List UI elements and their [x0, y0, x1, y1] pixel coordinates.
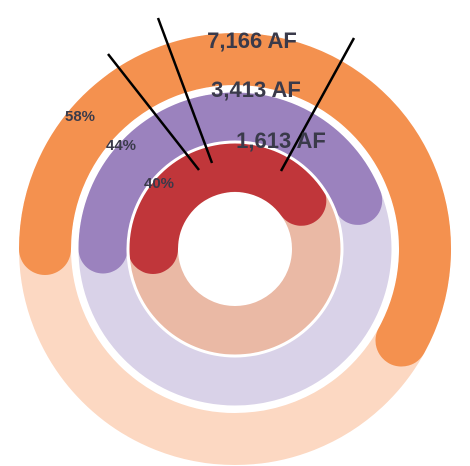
ring-inner-percent-label: 40% — [144, 175, 174, 192]
ring-middle-total-label: 3,413 AF — [211, 77, 301, 102]
ring-inner-total-label: 1,613 AF — [236, 128, 326, 153]
ring-outer-total-label: 7,166 AF — [207, 28, 297, 53]
divider-lines — [107, 17, 356, 172]
divider-line-middle — [156, 17, 214, 164]
ring-inner-filled-arc — [128, 142, 327, 274]
divider-line-right — [279, 37, 356, 172]
ring-fills — [19, 33, 451, 412]
ring-outer-percent-label: 58% — [65, 108, 95, 125]
ring-middle-percent-label: 44% — [106, 137, 136, 154]
ring-separator-2 — [126, 140, 344, 358]
ring-middle-filled-arc — [78, 92, 383, 274]
ring-outer-filled-arc — [19, 33, 451, 367]
divider-line-left — [107, 53, 200, 171]
ring-separator-1 — [72, 86, 398, 412]
